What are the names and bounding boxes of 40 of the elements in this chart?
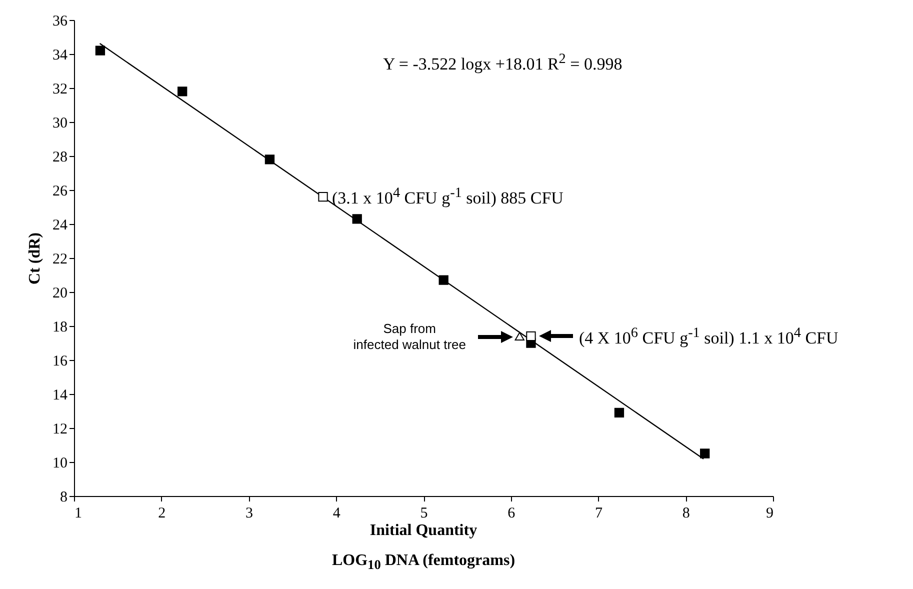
point xyxy=(700,448,710,458)
y-axis-title: Ct (dR) xyxy=(26,232,44,284)
y-tick-label: 24 xyxy=(52,218,68,234)
point xyxy=(95,46,106,56)
y-tick-label: 22 xyxy=(52,252,68,268)
point xyxy=(352,214,362,224)
y-tick-label: 14 xyxy=(52,388,68,404)
y-tick-label: 20 xyxy=(52,286,68,302)
x-tick-label: 8 xyxy=(682,506,690,522)
y-tick-label: 12 xyxy=(52,422,68,438)
x-axis-title: Initial Quantity LOG$_{10}$ DNA (femtograms) xyxy=(332,522,516,574)
annotation: (4 X 10$^{6}$ CFU g$^{-1}$ soil) 1.1 x 10$^{4}$ CFU xyxy=(578,324,838,348)
point xyxy=(178,86,188,96)
y-tick-label: 32 xyxy=(52,82,68,98)
x-tick-label: 5 xyxy=(420,506,428,522)
y-tick-label: 26 xyxy=(52,184,68,200)
x-tick-label: 4 xyxy=(332,506,341,522)
point xyxy=(318,192,328,202)
y-tick-label: 34 xyxy=(52,48,68,64)
annotation: Y = -3.522 logx +18.01 R$^{2}$ = 0.998 xyxy=(383,50,622,74)
point xyxy=(614,408,624,418)
point xyxy=(514,332,524,340)
x-tick-label: 9 xyxy=(766,506,774,522)
y-tick-label: 36 xyxy=(52,14,68,30)
x-tick-label: 6 xyxy=(508,506,516,522)
annotation: Sap from infected walnut tree xyxy=(353,320,466,354)
y-tick-label: 10 xyxy=(52,456,68,472)
y-tick-label: 18 xyxy=(52,320,68,336)
x-tick-label: 3 xyxy=(246,506,253,522)
x-tick-label: 2 xyxy=(158,506,166,522)
y-tick-label: 28 xyxy=(52,150,68,166)
annotation: (3.1 x 10$^{4}$ CFU g$^{-1}$ soil) 885 CFU xyxy=(332,185,564,208)
x-tick-label: 1 xyxy=(74,506,82,522)
point xyxy=(264,154,275,164)
point xyxy=(438,275,448,285)
x-tick-label: 7 xyxy=(595,506,603,522)
y-tick-label: 8 xyxy=(60,490,68,506)
y-tick-label: 30 xyxy=(52,116,68,132)
point xyxy=(526,331,536,342)
y-tick-label: 16 xyxy=(52,354,68,370)
